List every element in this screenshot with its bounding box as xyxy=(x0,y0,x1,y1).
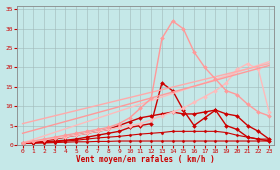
X-axis label: Vent moyen/en rafales ( km/h ): Vent moyen/en rafales ( km/h ) xyxy=(76,155,215,164)
